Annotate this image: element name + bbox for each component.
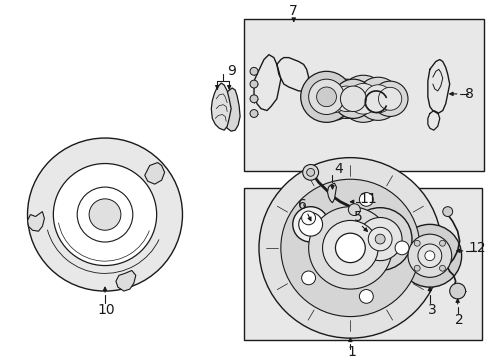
- Circle shape: [417, 244, 441, 267]
- Circle shape: [363, 85, 391, 113]
- Text: 11: 11: [359, 192, 376, 206]
- Text: 7: 7: [289, 4, 298, 18]
- Text: 2: 2: [454, 312, 463, 327]
- Circle shape: [308, 207, 391, 289]
- Bar: [243, 188, 481, 340]
- Circle shape: [339, 75, 386, 122]
- Polygon shape: [116, 270, 136, 291]
- Circle shape: [308, 79, 344, 114]
- Text: 9: 9: [226, 64, 235, 78]
- Circle shape: [378, 87, 401, 110]
- Text: 5: 5: [353, 210, 362, 224]
- Circle shape: [249, 80, 258, 88]
- Circle shape: [335, 233, 365, 262]
- Circle shape: [316, 87, 336, 107]
- Circle shape: [301, 271, 315, 285]
- Circle shape: [306, 168, 314, 176]
- Circle shape: [359, 193, 372, 206]
- Circle shape: [53, 163, 156, 266]
- Circle shape: [333, 79, 372, 118]
- Circle shape: [347, 84, 378, 114]
- Polygon shape: [211, 83, 231, 130]
- Circle shape: [439, 265, 445, 271]
- Circle shape: [407, 234, 451, 277]
- Polygon shape: [221, 88, 240, 131]
- Circle shape: [301, 211, 315, 225]
- Text: 6: 6: [298, 198, 306, 212]
- Circle shape: [77, 187, 133, 242]
- Circle shape: [249, 95, 258, 103]
- Text: 1: 1: [347, 345, 356, 359]
- Circle shape: [340, 86, 366, 112]
- Circle shape: [280, 179, 419, 316]
- Circle shape: [302, 165, 318, 180]
- Circle shape: [298, 213, 322, 236]
- Circle shape: [449, 283, 465, 299]
- Circle shape: [27, 138, 182, 291]
- Circle shape: [394, 241, 408, 255]
- Circle shape: [374, 234, 385, 244]
- Circle shape: [292, 207, 328, 242]
- Circle shape: [249, 109, 258, 117]
- Circle shape: [371, 81, 407, 116]
- Text: 10: 10: [97, 303, 115, 317]
- Circle shape: [358, 217, 401, 261]
- Circle shape: [439, 240, 445, 246]
- Circle shape: [413, 240, 419, 246]
- Text: 12: 12: [468, 241, 486, 255]
- Text: 8: 8: [464, 87, 473, 101]
- Circle shape: [319, 85, 347, 113]
- Circle shape: [367, 227, 391, 251]
- Circle shape: [259, 158, 441, 338]
- Circle shape: [356, 77, 399, 120]
- Circle shape: [322, 220, 377, 275]
- Circle shape: [326, 79, 366, 118]
- Text: 3: 3: [427, 303, 435, 317]
- Circle shape: [359, 289, 372, 303]
- Polygon shape: [27, 212, 44, 231]
- Polygon shape: [144, 163, 164, 184]
- Circle shape: [347, 208, 411, 270]
- Polygon shape: [327, 183, 336, 203]
- Bar: [244, 19, 484, 171]
- Text: 4: 4: [333, 162, 342, 176]
- Circle shape: [413, 265, 419, 271]
- Circle shape: [311, 77, 355, 120]
- Circle shape: [424, 251, 434, 261]
- Circle shape: [249, 67, 258, 75]
- Circle shape: [442, 207, 452, 216]
- Circle shape: [397, 224, 461, 287]
- Circle shape: [300, 71, 352, 122]
- Circle shape: [347, 204, 360, 216]
- Circle shape: [333, 86, 359, 112]
- Circle shape: [89, 199, 121, 230]
